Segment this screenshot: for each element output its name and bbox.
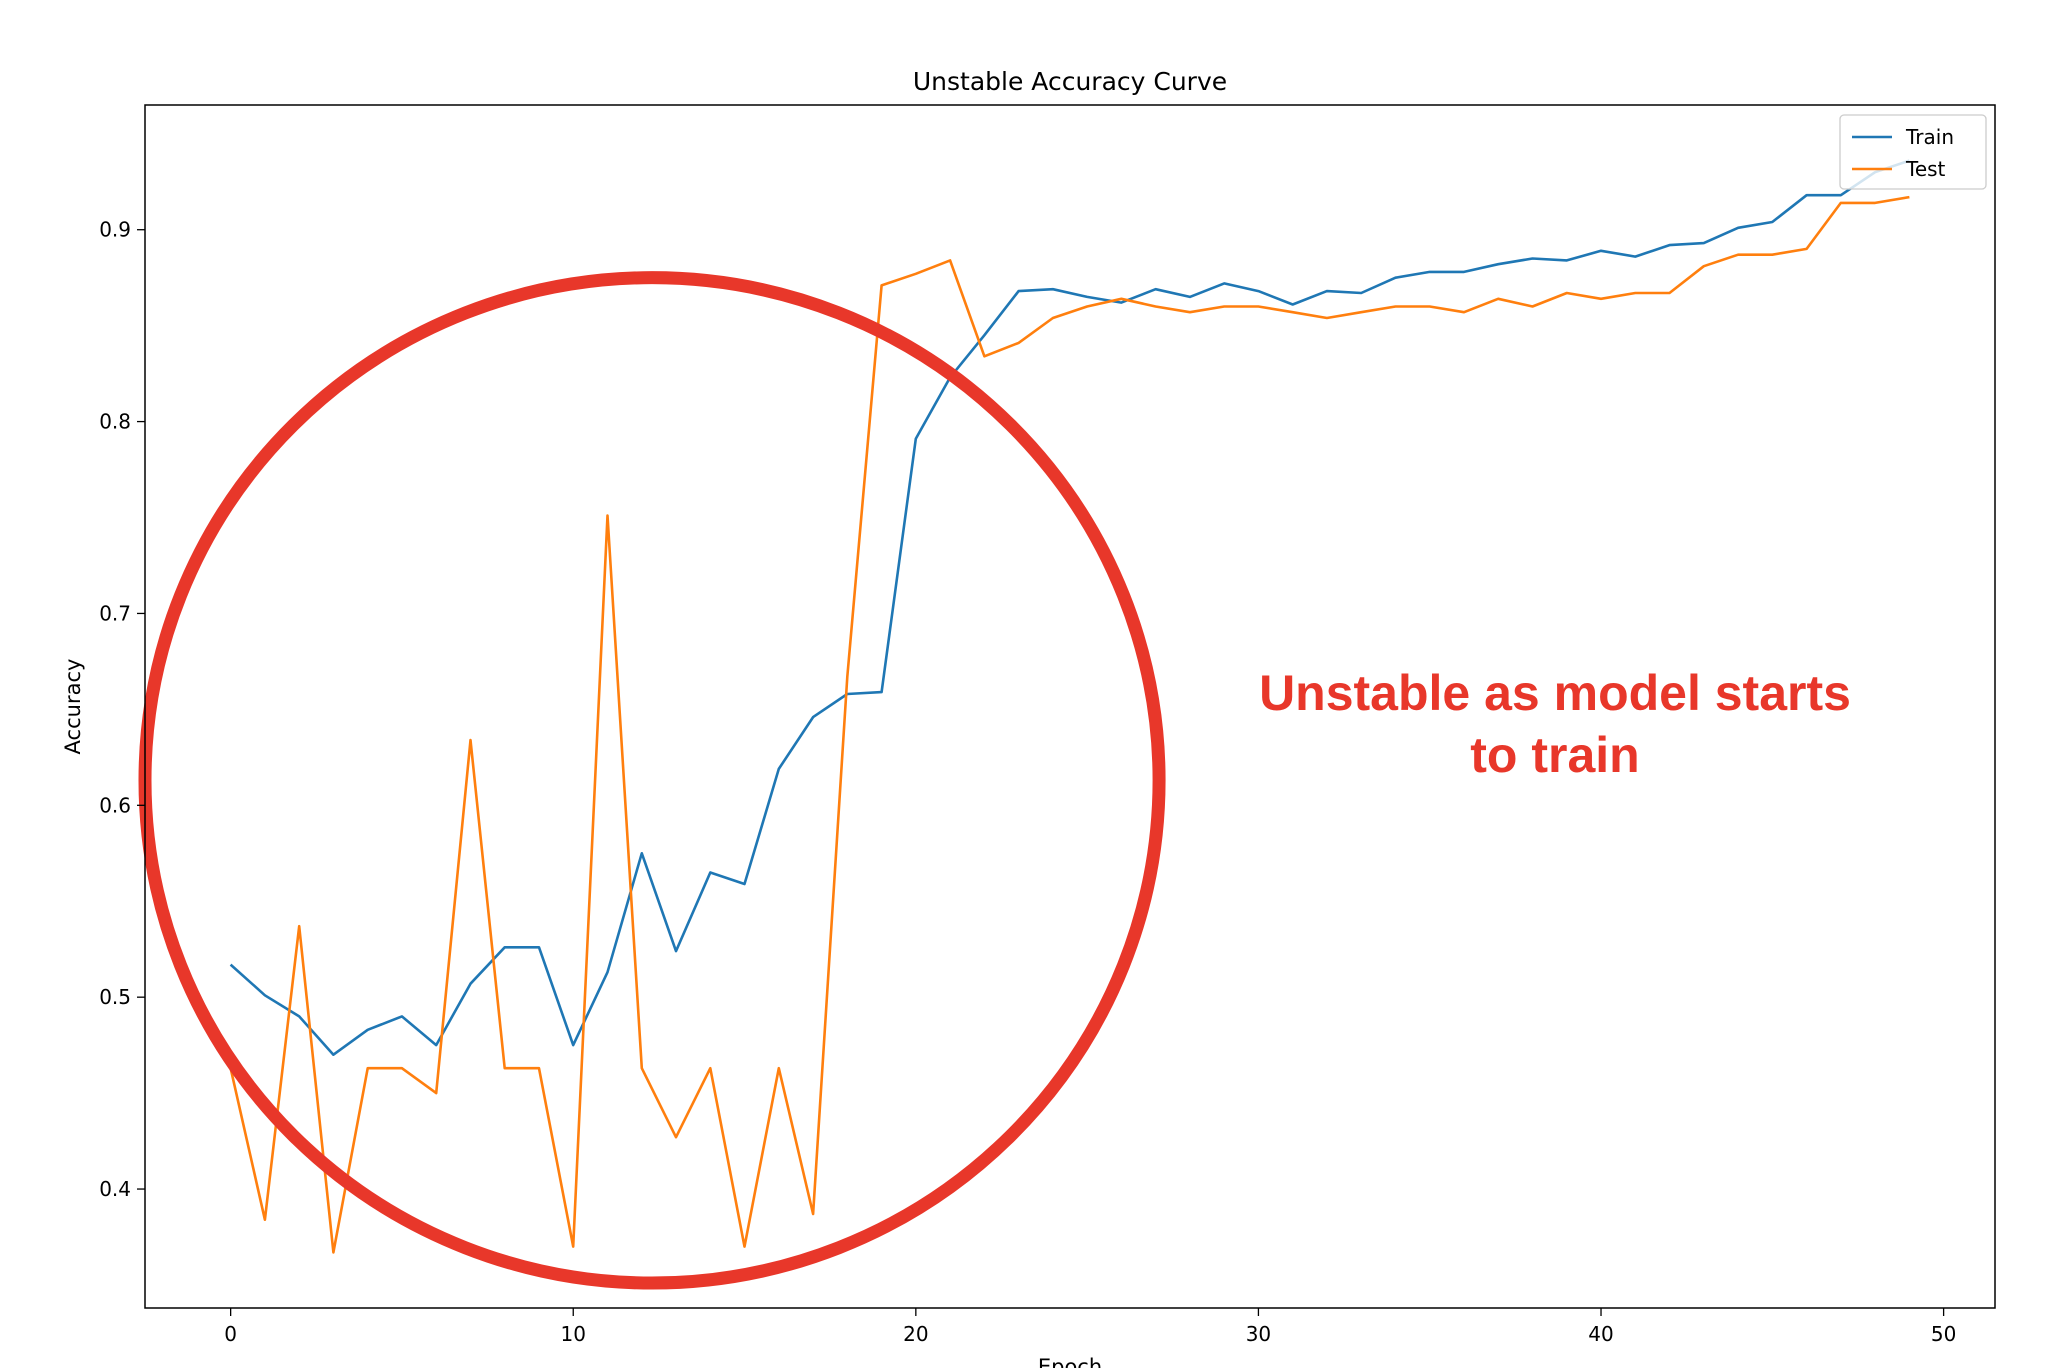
y-tick-label: 0.7 [99, 601, 131, 625]
series-lines [229, 159, 1910, 1254]
legend: Train Test [1839, 114, 1987, 190]
series-line-train [229, 159, 1910, 1056]
legend-label-train: Train [1905, 125, 1954, 149]
x-tick-label: 20 [903, 1322, 928, 1346]
annotation-text-line-1: Unstable as model starts [1259, 665, 1851, 721]
x-tick-label: 50 [1931, 1322, 1956, 1346]
annotation-text-line-2: to train [1470, 727, 1639, 783]
plot-frame [144, 104, 1996, 1309]
series-line-test [229, 195, 1910, 1254]
y-tick-label: 0.5 [99, 985, 131, 1009]
y-tick-label: 0.6 [99, 793, 131, 817]
legend-label-test: Test [1905, 157, 1946, 181]
x-tick-label: 30 [1246, 1322, 1271, 1346]
y-axis-label: Accuracy [61, 659, 85, 755]
annotation: Unstable as model starts to train [138, 271, 1851, 1290]
annotation-circle [138, 271, 1166, 1290]
x-tick-label: 40 [1588, 1322, 1613, 1346]
y-tick-label: 0.4 [99, 1177, 131, 1201]
y-tick-label: 0.8 [99, 410, 131, 434]
x-axis: 0 10 20 30 40 50 [224, 1308, 1956, 1346]
y-axis: 0.4 0.5 0.6 0.7 0.8 0.9 [99, 218, 145, 1201]
x-tick-label: 10 [561, 1322, 586, 1346]
legend-box [1839, 114, 1987, 190]
y-tick-label: 0.9 [99, 218, 131, 242]
chart-title: Unstable Accuracy Curve [913, 67, 1227, 96]
x-tick-label: 0 [224, 1322, 237, 1346]
x-axis-label: Epoch [1038, 1355, 1102, 1368]
